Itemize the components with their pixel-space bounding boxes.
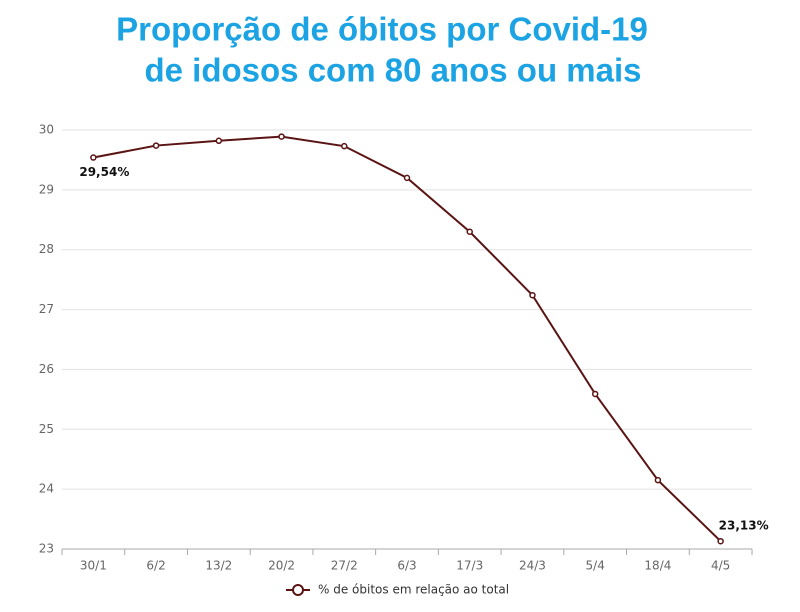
y-tick-label: 24 xyxy=(39,482,54,496)
legend-label: % de óbitos em relação ao total xyxy=(318,583,509,597)
x-tick-label: 30/1 xyxy=(80,559,107,573)
data-point xyxy=(215,137,223,145)
data-point xyxy=(529,291,536,299)
data-point xyxy=(341,142,348,150)
x-tick-label: 18/4 xyxy=(644,559,671,573)
x-tick-label: 27/2 xyxy=(331,559,358,573)
data-point xyxy=(591,390,599,398)
y-tick-label: 23 xyxy=(39,542,54,556)
y-tick-label: 28 xyxy=(39,242,54,256)
x-tick-label: 4/5 xyxy=(711,559,730,573)
y-tick-label: 26 xyxy=(39,362,54,376)
x-tick-label: 20/2 xyxy=(268,559,295,573)
data-point xyxy=(466,228,473,236)
x-tick-label: 24/3 xyxy=(519,559,546,573)
data-label: 29,54% xyxy=(79,165,129,179)
y-tick-label: 27 xyxy=(39,302,54,316)
chart-title: de idosos com 80 anos ou mais xyxy=(145,52,642,89)
x-tick-label: 6/2 xyxy=(146,559,165,573)
y-tick-label: 25 xyxy=(39,422,54,436)
x-tick-label: 5/4 xyxy=(586,559,605,573)
chart-title: Proporção de óbitos por Covid-19 xyxy=(116,11,648,48)
data-point xyxy=(654,476,662,484)
data-point xyxy=(278,133,285,140)
x-tick-label: 13/2 xyxy=(205,559,232,573)
y-tick-label: 30 xyxy=(39,123,54,137)
data-line xyxy=(93,135,722,542)
x-tick-label: 6/3 xyxy=(397,559,416,573)
data-point xyxy=(403,174,411,182)
data-point xyxy=(152,142,160,149)
y-tick-label: 29 xyxy=(39,182,54,196)
data-point xyxy=(90,154,97,161)
legend-marker xyxy=(292,584,304,596)
x-tick-label: 17/3 xyxy=(456,559,483,573)
data-label: 23,13% xyxy=(719,519,769,533)
data-point xyxy=(717,537,724,545)
